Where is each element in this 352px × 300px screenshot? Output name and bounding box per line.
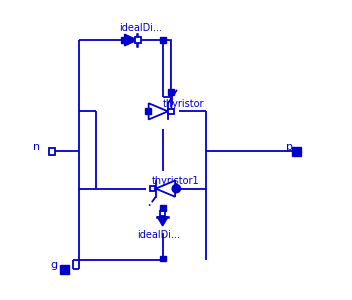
Bar <box>160 37 165 43</box>
Text: thyristor1: thyristor1 <box>152 176 199 186</box>
Polygon shape <box>156 181 175 197</box>
Bar <box>145 108 151 114</box>
Bar <box>136 38 141 43</box>
Bar <box>150 186 156 191</box>
Bar <box>168 109 174 114</box>
Bar <box>121 37 127 43</box>
Bar <box>160 205 165 211</box>
Polygon shape <box>149 103 168 119</box>
Polygon shape <box>125 34 138 46</box>
Bar <box>61 265 69 274</box>
Text: thyristor: thyristor <box>163 99 204 109</box>
Text: idealDi...: idealDi... <box>120 23 163 34</box>
Polygon shape <box>157 217 168 226</box>
Text: g: g <box>51 260 58 270</box>
Circle shape <box>172 184 181 193</box>
Bar <box>160 256 165 262</box>
Bar <box>168 89 174 95</box>
Bar <box>49 148 55 155</box>
Text: idealDi...: idealDi... <box>137 230 180 240</box>
Bar <box>160 211 165 217</box>
Bar <box>292 147 301 156</box>
Text: p: p <box>286 142 293 152</box>
Text: n: n <box>33 142 40 152</box>
